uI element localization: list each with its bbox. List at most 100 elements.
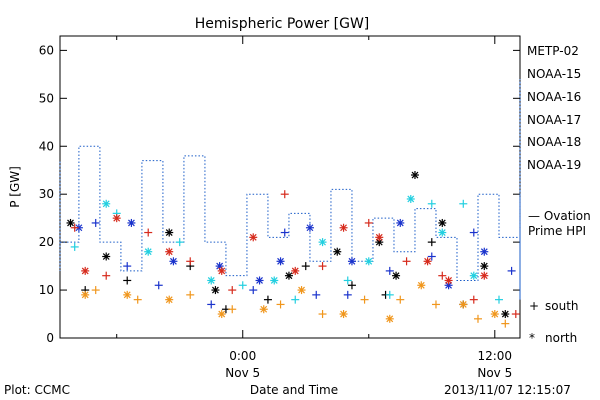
marker-legend-south-label: south — [545, 299, 579, 313]
y-tick-label: 30 — [39, 187, 54, 201]
noaa-15-south-point — [249, 286, 258, 295]
legend-entry-noaa-16: NOAA-16 — [527, 90, 581, 104]
metp-02-north-point — [211, 286, 220, 295]
noaa-19-south-point — [469, 295, 478, 304]
noaa-18-south-point — [318, 310, 327, 319]
noaa-19-south-point — [280, 190, 289, 199]
footer-timestamp: 2013/11/07 12:15:07 — [444, 383, 571, 397]
noaa-16-south-point — [291, 295, 300, 304]
noaa-15-south-point — [91, 218, 100, 227]
marker-legend-north-label: north — [545, 331, 577, 345]
y-tick-label: 40 — [39, 139, 54, 153]
metp-02-north-point — [392, 271, 401, 280]
chart-title: Hemispheric Power [GW] — [195, 16, 370, 32]
noaa-18-south-point — [228, 305, 237, 314]
ovation-legend-line2: Prime HPI — [528, 224, 586, 238]
noaa-16-north-point — [102, 199, 111, 208]
noaa-18-south-point — [360, 295, 369, 304]
noaa-15-north-point — [169, 257, 178, 266]
noaa-15-north-point — [255, 276, 264, 285]
noaa-19-south-point — [511, 310, 520, 319]
noaa-16-south-point — [238, 281, 247, 290]
noaa-15-south-point — [507, 266, 516, 275]
noaa-19-south-point — [318, 262, 327, 271]
noaa-16-north-point — [270, 276, 279, 285]
noaa-16-south-point — [427, 199, 436, 208]
noaa-15-north-point — [276, 257, 285, 266]
noaa-18-south-point — [396, 295, 405, 304]
noaa-15-south-point — [280, 228, 289, 237]
y-tick-label: 50 — [39, 91, 54, 105]
x-tick-label-time: 12:00 — [477, 349, 512, 363]
y-tick-label: 60 — [39, 43, 54, 57]
metp-02-north-point — [284, 271, 293, 280]
y-tick-label: 0 — [46, 331, 54, 345]
noaa-16-north-point — [207, 276, 216, 285]
noaa-16-north-point — [318, 238, 327, 247]
noaa-18-south-point — [473, 314, 482, 323]
noaa-18-south-point — [186, 290, 195, 299]
noaa-18-south-point — [431, 300, 440, 309]
noaa-19-south-point — [144, 228, 153, 237]
noaa-18-north-point — [339, 310, 348, 319]
noaa-15-south-point — [207, 300, 216, 309]
noaa-18-north-point — [297, 286, 306, 295]
metp-02-north-point — [66, 218, 75, 227]
marker-legend-south-symbol: + — [529, 299, 539, 313]
noaa-19-north-point — [112, 214, 121, 223]
metp-02-north-point — [501, 310, 510, 319]
noaa-18-north-point — [385, 314, 394, 323]
noaa-18-north-point — [123, 290, 132, 299]
noaa-15-north-point — [127, 218, 136, 227]
noaa-18-north-point — [459, 300, 468, 309]
noaa-19-north-point — [165, 247, 174, 256]
y-axis: 0 10 20 30 40 50 60 — [39, 43, 520, 345]
metp-02-north-point — [410, 171, 419, 180]
noaa-19-south-point — [438, 271, 447, 280]
noaa-18-north-point — [165, 295, 174, 304]
noaa-15-north-point — [480, 247, 489, 256]
noaa-16-south-point — [343, 276, 352, 285]
marker-legend: + south * north — [529, 299, 579, 345]
noaa-18-north-point — [417, 281, 426, 290]
noaa-19-north-point — [339, 223, 348, 232]
noaa-19-north-point — [291, 266, 300, 275]
ovation-prime-hpi-line — [59, 79, 521, 300]
noaa-18-south-point — [91, 286, 100, 295]
metp-02-north-point — [438, 218, 447, 227]
x-tick-label-date: Nov 5 — [477, 366, 512, 380]
y-axis-label: P [GW] — [8, 166, 22, 208]
noaa-19-north-point — [423, 257, 432, 266]
satellite-legend: METP-02 NOAA-15 NOAA-16 NOAA-17 NOAA-18 … — [527, 44, 581, 172]
noaa-15-north-point — [347, 257, 356, 266]
metp-02-south-point — [427, 238, 436, 247]
noaa-19-south-point — [402, 257, 411, 266]
metp-02-south-point — [301, 262, 310, 271]
metp-02-north-point — [480, 262, 489, 271]
noaa-15-south-point — [385, 266, 394, 275]
noaa-16-south-point — [385, 290, 394, 299]
noaa-15-north-point — [396, 218, 405, 227]
metp-02-south-point — [123, 276, 132, 285]
metp-02-north-point — [102, 252, 111, 261]
metp-02-south-point — [263, 295, 272, 304]
noaa-19-south-point — [186, 257, 195, 266]
x-tick-label-time: 0:00 — [229, 349, 256, 363]
metp-02-south-point — [347, 281, 356, 290]
noaa-18-north-point — [490, 310, 499, 319]
noaa-19-north-point — [375, 233, 384, 242]
noaa-15-south-point — [427, 252, 436, 261]
noaa-19-north-point — [249, 233, 258, 242]
noaa-16-north-point — [406, 194, 415, 203]
noaa-15-south-point — [154, 281, 163, 290]
noaa-18-south-point — [501, 319, 510, 328]
legend-entry-noaa-17: NOAA-17 — [527, 113, 581, 127]
noaa-19-south-point — [228, 286, 237, 295]
x-tick-label-date: Nov 5 — [225, 366, 260, 380]
noaa-18-north-point — [259, 305, 268, 314]
noaa-16-north-point — [364, 257, 373, 266]
noaa-19-north-point — [480, 271, 489, 280]
legend-entry-metp-02: METP-02 — [527, 44, 579, 58]
marker-legend-north-symbol: * — [529, 331, 535, 345]
metp-02-north-point — [333, 247, 342, 256]
